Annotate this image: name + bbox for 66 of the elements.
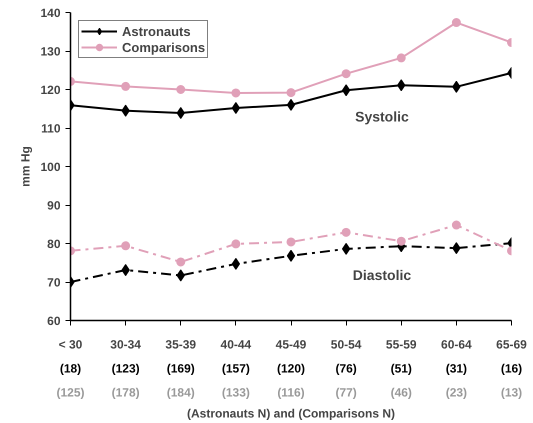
text: (16) — [500, 362, 522, 376]
point — [286, 88, 296, 98]
point — [342, 228, 351, 237]
text: (76) — [335, 362, 357, 376]
text: (169) — [166, 362, 195, 376]
text: (123) — [112, 362, 140, 376]
text: (51) — [390, 362, 412, 376]
point — [176, 257, 186, 266]
point — [452, 242, 461, 254]
point — [121, 264, 130, 276]
point — [231, 239, 240, 248]
y-tick-label: 140 — [40, 6, 61, 20]
x-tick-label: 30-34 — [110, 338, 142, 352]
x-tick-label: 35-39 — [165, 338, 196, 352]
y-axis-title: mm Hg — [18, 146, 32, 187]
x-tick-label: 55-59 — [386, 338, 417, 352]
text: (125) — [56, 386, 85, 400]
point — [342, 69, 351, 78]
text: (18) — [60, 362, 82, 376]
text: (120) — [276, 362, 306, 376]
point — [452, 80, 461, 93]
point — [232, 102, 240, 114]
x-tick-label: < 30 — [58, 338, 83, 352]
text: (23) — [446, 386, 468, 400]
text: (46) — [390, 386, 412, 400]
point — [452, 220, 461, 230]
point — [121, 82, 130, 91]
point — [286, 98, 296, 111]
y-tick-label: 90 — [47, 198, 61, 212]
text: (133) — [222, 386, 250, 400]
point — [286, 250, 296, 262]
x-axis-title: (Astronauts N) and (Comparisons N) — [186, 406, 396, 420]
x-tick-label: 60-64 — [441, 338, 472, 352]
point — [396, 53, 406, 62]
annotation: Diastolic — [352, 267, 412, 284]
point — [232, 258, 240, 270]
y-tick-label: 80 — [47, 237, 61, 251]
point — [452, 18, 461, 27]
text: (31) — [446, 362, 468, 376]
point — [121, 104, 130, 117]
annotation: Systolic — [355, 108, 410, 124]
text: (13) — [500, 386, 522, 400]
text: (157) — [222, 362, 250, 376]
point — [176, 85, 186, 94]
y-tick-label: 120 — [40, 83, 61, 97]
x-tick-label: 40-44 — [220, 338, 252, 352]
legend-label: Astronauts — [122, 23, 191, 39]
point — [231, 88, 240, 98]
text: (178) — [112, 386, 140, 400]
text: (184) — [166, 386, 195, 400]
point — [342, 242, 350, 255]
text: (77) — [335, 386, 357, 400]
y-tick-label: 100 — [40, 160, 61, 174]
point — [121, 241, 130, 250]
y-tick-label: 130 — [40, 44, 61, 58]
x-tick-label: 65-69 — [496, 338, 528, 352]
y-tick-label: 60 — [47, 314, 61, 328]
y-tick-label: 110 — [41, 122, 61, 136]
text: (116) — [277, 386, 305, 400]
y-tick-label: 70 — [47, 276, 61, 290]
point — [286, 237, 296, 246]
legend-label: Comparisons — [122, 39, 206, 55]
x-tick-label: 45-49 — [276, 338, 307, 352]
x-tick-label: 50-54 — [330, 338, 362, 352]
point — [342, 84, 350, 96]
point — [396, 236, 406, 246]
